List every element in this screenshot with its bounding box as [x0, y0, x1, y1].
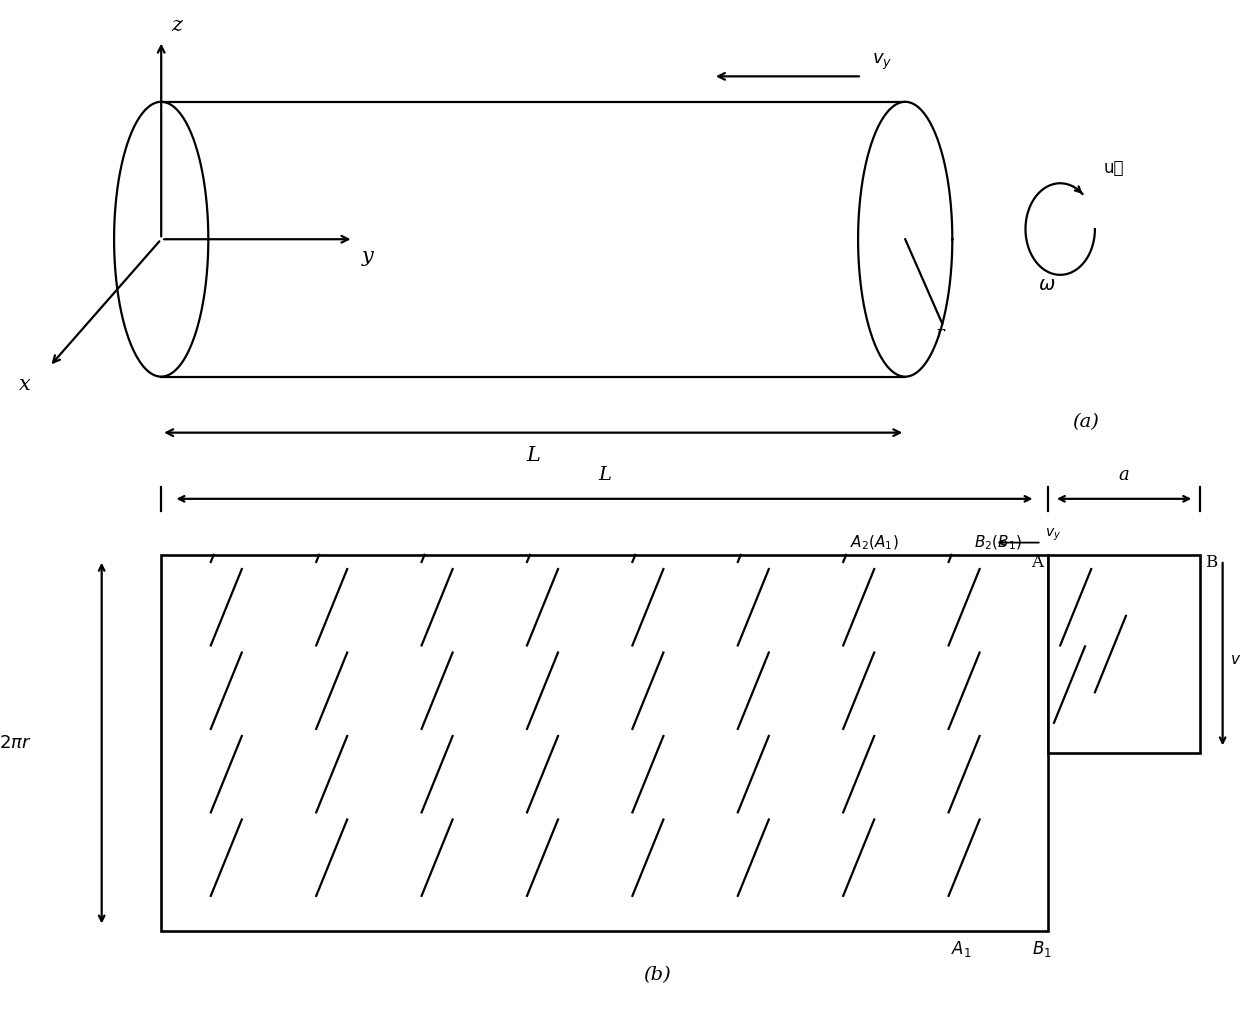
Text: x: x — [19, 375, 30, 394]
Text: $\omega$: $\omega$ — [1038, 275, 1055, 294]
Text: u轴: u轴 — [1104, 159, 1125, 177]
Text: (a): (a) — [1073, 413, 1100, 432]
Text: $v_u$: $v_u$ — [1230, 654, 1240, 669]
Text: r: r — [936, 325, 945, 343]
Text: $A_2(A_1)$: $A_2(A_1)$ — [849, 534, 899, 553]
Text: (b): (b) — [644, 966, 671, 984]
Ellipse shape — [858, 102, 952, 377]
Text: $v_y$: $v_y$ — [1045, 526, 1061, 543]
Bar — [161, 555, 1048, 931]
Bar — [1048, 555, 1200, 753]
Text: $B_1$: $B_1$ — [1032, 939, 1052, 959]
Text: $v_y$: $v_y$ — [872, 52, 892, 72]
Text: L: L — [526, 446, 541, 465]
Text: $A_1$: $A_1$ — [951, 939, 971, 959]
Text: y: y — [362, 246, 373, 266]
Bar — [161, 102, 905, 377]
Text: $2\pi r$: $2\pi r$ — [0, 734, 31, 752]
Text: B: B — [1205, 554, 1218, 571]
Text: $B_2(B_1)$: $B_2(B_1)$ — [975, 534, 1022, 553]
Text: a: a — [1118, 466, 1130, 485]
Text: L: L — [598, 466, 611, 485]
Text: z: z — [171, 15, 182, 35]
Text: A: A — [1030, 554, 1043, 571]
